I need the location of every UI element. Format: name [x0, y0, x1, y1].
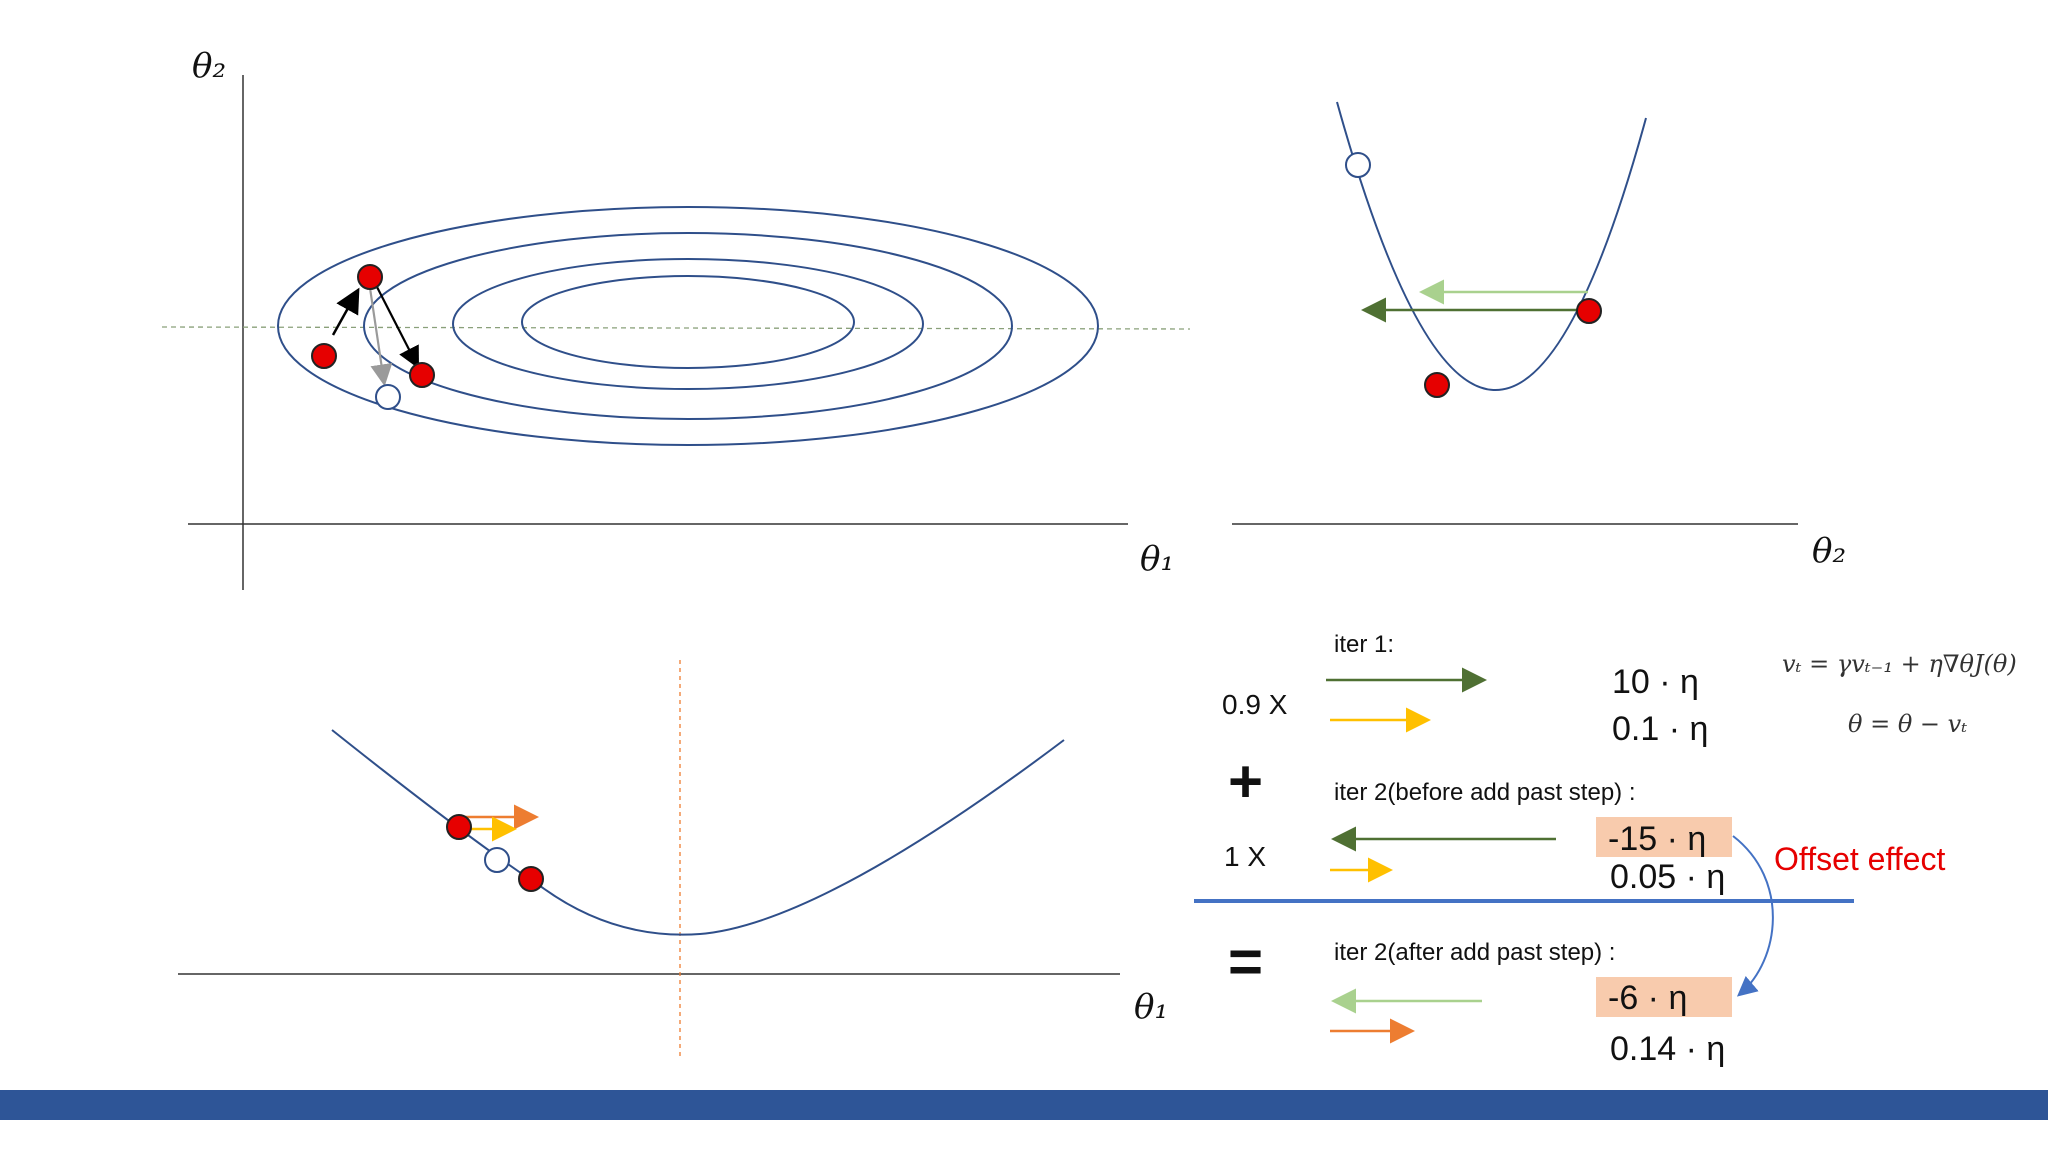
footer-bar — [0, 1090, 2048, 1120]
contour-ring-2 — [363, 232, 1013, 420]
gray-arrow — [368, 287, 393, 387]
formula-update: θ = θ − vₜ — [1848, 710, 1967, 738]
iter1-value-2: 0.1 · η — [1612, 710, 1708, 748]
axis-label-theta1: θ₁ — [1140, 539, 1174, 579]
offset-arrow — [1732, 835, 1774, 997]
hollow-point — [484, 847, 510, 873]
red-point-after — [409, 362, 435, 388]
formula-velocity: vₜ = γvₜ₋₁ + η∇θJ(θ) — [1782, 650, 2017, 678]
iter2-before-value-2: 0.05 · η — [1610, 858, 1725, 896]
theta1-curve-plot: θ₁ — [178, 660, 1168, 1060]
iter2-after-value-1: -6 · η — [1608, 979, 1687, 1017]
momentum-formula: vₜ = γvₜ₋₁ + η∇θJ(θ) θ = θ − vₜ — [1782, 650, 2017, 738]
iter2-after-label: iter 2(after add past step) : — [1334, 939, 1615, 966]
highlight-box — [1596, 817, 1732, 857]
axis-label-theta2: θ₂ — [192, 46, 226, 86]
red-point-start — [446, 814, 472, 840]
red-point-left — [1424, 372, 1450, 398]
theta2-parabola-plot: θ₂ — [1232, 101, 1846, 571]
red-point-right — [1576, 298, 1602, 324]
red-point-end — [518, 866, 544, 892]
iter1-label: iter 1: — [1334, 631, 1394, 658]
momentum-step-arrow-1 — [331, 287, 360, 336]
parabola-curve — [1336, 101, 1647, 391]
iter2-after-value-2: 0.14 · η — [1610, 1030, 1725, 1068]
iter2-before-value-1: -15 · η — [1608, 820, 1706, 858]
contour-plot: θ₂ θ₁ — [161, 46, 1191, 590]
offset-effect-label: Offset effect — [1774, 841, 1945, 877]
coef-1: 1 X — [1224, 841, 1266, 872]
red-point-peak — [357, 264, 383, 290]
axis-label-theta1: θ₁ — [1134, 987, 1168, 1027]
axis-label-theta2: θ₂ — [1812, 531, 1846, 571]
dashed-guide-line — [161, 326, 1191, 330]
equals-sign: = — [1228, 928, 1263, 995]
contour-ring-outer — [277, 206, 1099, 446]
iter1-value-1: 10 · η — [1612, 663, 1699, 701]
hollow-point — [375, 384, 401, 410]
coef-0.9: 0.9 X — [1222, 689, 1288, 720]
red-point-start — [311, 343, 337, 369]
momentum-step-arrow-2 — [376, 286, 420, 369]
contour-ring-3 — [452, 258, 924, 390]
highlight-box — [1596, 977, 1732, 1017]
iter2-before-label: iter 2(before add past step) : — [1334, 779, 1636, 806]
contour-ring-inner — [521, 275, 855, 369]
loss-curve — [331, 729, 1065, 936]
hollow-point — [1345, 152, 1371, 178]
momentum-calculation: iter 1: 0.9 X 10 · η 0.1 · η + iter 2(be… — [1194, 631, 1945, 1068]
plus-sign: + — [1228, 748, 1263, 815]
